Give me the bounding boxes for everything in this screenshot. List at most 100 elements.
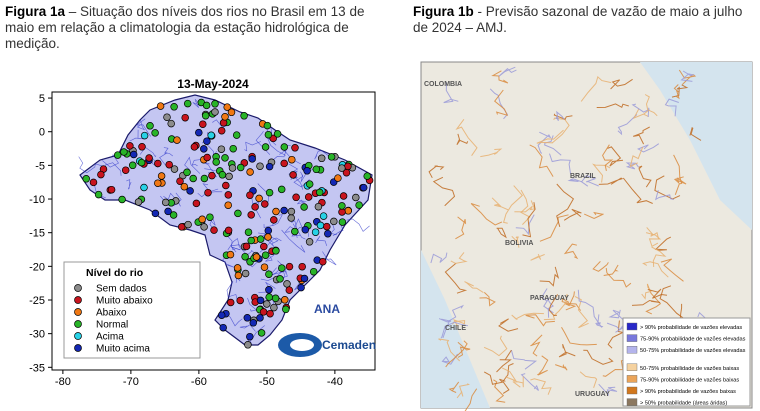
station-dot — [265, 293, 273, 301]
river — [577, 289, 603, 328]
station-dot — [323, 222, 331, 231]
station-dot — [186, 187, 194, 195]
river — [268, 148, 287, 165]
river — [493, 379, 506, 403]
x-tick-label: -50 — [259, 376, 275, 388]
legend-label: 75-90% probabilidade de vazões baixas — [640, 377, 739, 383]
river — [673, 84, 680, 100]
river — [563, 243, 579, 260]
station-dot — [200, 145, 208, 153]
station-dot — [282, 305, 290, 314]
station-dot — [223, 103, 231, 111]
station-dot — [298, 262, 306, 271]
caption-1b: Figura 1b - Previsão sazonal de vazão de… — [413, 4, 753, 36]
station-dot — [236, 296, 244, 305]
river — [239, 324, 256, 332]
station-dot — [246, 332, 254, 341]
y-tick-label: -15 — [29, 228, 45, 240]
river — [346, 218, 370, 232]
river — [212, 119, 228, 128]
station-dot — [161, 198, 170, 207]
station-dot — [338, 164, 346, 172]
river — [455, 119, 478, 156]
caption-text: – Situação dos níveis dos rios no Brasil… — [5, 4, 365, 51]
river — [502, 185, 524, 224]
station-dot — [201, 111, 210, 120]
figure-label: Figura 1b — [413, 4, 474, 19]
river — [470, 203, 503, 226]
station-dot — [224, 191, 233, 199]
station-dot — [288, 155, 296, 164]
station-dot — [305, 180, 314, 188]
x-tick-label: -60 — [191, 376, 207, 388]
station-dot — [363, 172, 371, 180]
station-dot — [247, 236, 255, 245]
river — [511, 312, 544, 321]
station-dot — [278, 264, 286, 272]
river — [632, 108, 649, 119]
river — [443, 82, 459, 104]
logo-cemaden: Cemaden — [322, 338, 376, 352]
station-dot — [256, 162, 264, 170]
river — [448, 381, 460, 393]
legend-label: > 50% probabilidade (áreas áridas) — [640, 401, 727, 407]
y-tick-label: 5 — [39, 93, 45, 105]
legend-swatch — [74, 344, 82, 352]
river — [603, 264, 619, 276]
station-dot — [232, 131, 241, 139]
legend-swatch — [626, 375, 638, 383]
legend-label: > 90% probabilidade de vazões baixas — [640, 389, 736, 395]
river — [633, 126, 650, 145]
station-dot — [221, 113, 229, 121]
y-tick-label: -25 — [29, 295, 45, 307]
legend-box — [63, 261, 201, 359]
station-dot — [225, 172, 233, 181]
station-dot — [265, 286, 273, 294]
station-dot — [210, 226, 218, 234]
station-dot — [280, 206, 288, 215]
station-dot — [317, 154, 326, 163]
river — [244, 141, 261, 152]
legend-title: Nível do rio — [86, 267, 143, 279]
logo-icon — [290, 339, 314, 351]
station-dot — [264, 130, 273, 139]
station-dot — [261, 143, 270, 151]
river — [539, 214, 569, 242]
river — [498, 318, 519, 332]
station-dot — [154, 159, 162, 168]
river — [512, 376, 524, 388]
river — [291, 226, 309, 237]
river — [464, 281, 484, 294]
river — [608, 309, 625, 321]
river — [163, 147, 173, 157]
legend-label: Muito acima — [96, 344, 150, 355]
station-dot — [241, 252, 249, 261]
station-dot — [311, 228, 320, 236]
river — [564, 291, 577, 311]
station-dot — [227, 108, 236, 117]
river — [555, 364, 568, 371]
station-dot — [226, 250, 235, 259]
river — [641, 283, 652, 300]
station-dot — [140, 131, 149, 140]
station-dot — [200, 174, 209, 183]
station-dot — [247, 211, 255, 219]
station-dot — [260, 242, 268, 251]
y-tick-label: 0 — [39, 127, 45, 139]
river — [496, 227, 507, 239]
river — [598, 383, 618, 397]
station-dot — [256, 296, 265, 305]
legend-label: Abaixo — [96, 308, 127, 319]
river — [592, 163, 611, 183]
station-dot — [338, 218, 347, 226]
station-dot — [208, 171, 216, 180]
station-dot — [259, 308, 268, 316]
river — [673, 154, 683, 195]
station-dot — [211, 100, 219, 108]
station-dot — [270, 303, 278, 312]
river — [548, 294, 559, 317]
river — [479, 292, 496, 307]
river — [654, 236, 672, 251]
river — [541, 288, 554, 314]
river — [689, 127, 702, 141]
